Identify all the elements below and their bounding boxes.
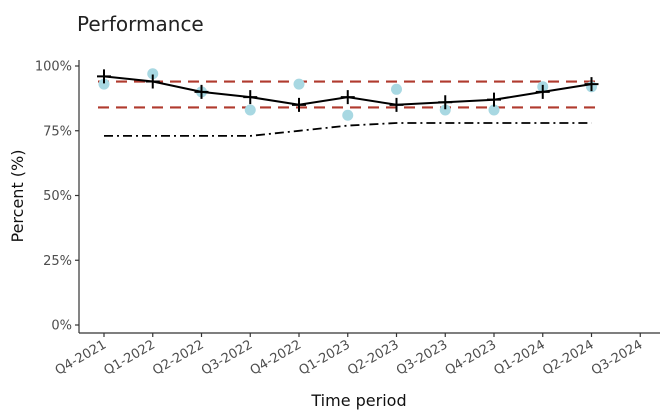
observed-point: [439, 104, 451, 116]
x-tick-label: Q3-2022: [199, 337, 255, 378]
y-tick-label: 100%: [35, 60, 72, 75]
x-tick-label: Q2-2022: [150, 337, 206, 378]
observed-point: [147, 68, 159, 80]
plot-area: 0%25%50%75%100%Q4-2021Q1-2022Q2-2022Q3-2…: [35, 60, 660, 379]
performance-marker: [584, 77, 599, 92]
performance-marker: [438, 95, 453, 110]
performance-marker: [243, 90, 258, 105]
performance-marker: [97, 69, 111, 84]
y-axis-title: Percent (%): [8, 150, 27, 243]
x-tick-label: Q3-2024: [589, 337, 645, 378]
observed-point: [342, 109, 354, 121]
x-tick-label: Q2-2024: [540, 337, 596, 378]
x-tick-label: Q2-2023: [345, 337, 401, 378]
target-line: [104, 122, 592, 137]
y-tick-label: 50%: [43, 189, 72, 204]
x-tick-label: Q1-2024: [492, 337, 548, 378]
performance-marker: [145, 74, 160, 89]
performance-marker: [535, 84, 550, 99]
observed-point: [293, 78, 305, 90]
performance-marker: [194, 84, 209, 99]
observed-point: [98, 78, 110, 90]
x-tick-label: Q4-2022: [248, 337, 304, 378]
performance-marker: [487, 92, 501, 107]
x-tick-label: Q4-2021: [53, 337, 109, 378]
x-tick-label: Q4-2023: [443, 337, 499, 378]
observed-point: [391, 83, 402, 95]
chart-title: Performance: [77, 12, 204, 36]
observed-point: [488, 104, 500, 116]
x-axis-title: Time period: [310, 391, 406, 410]
y-tick-label: 75%: [43, 124, 72, 139]
y-tick-label: 0%: [51, 319, 72, 334]
x-tick-label: Q1-2023: [297, 337, 353, 378]
performance-marker: [389, 97, 404, 112]
y-tick-label: 25%: [43, 254, 72, 269]
x-tick-label: Q3-2023: [394, 337, 450, 378]
observed-point: [244, 104, 256, 116]
performance-marker: [292, 97, 306, 112]
performance-marker: [340, 90, 355, 105]
x-tick-label: Q1-2022: [102, 337, 158, 378]
